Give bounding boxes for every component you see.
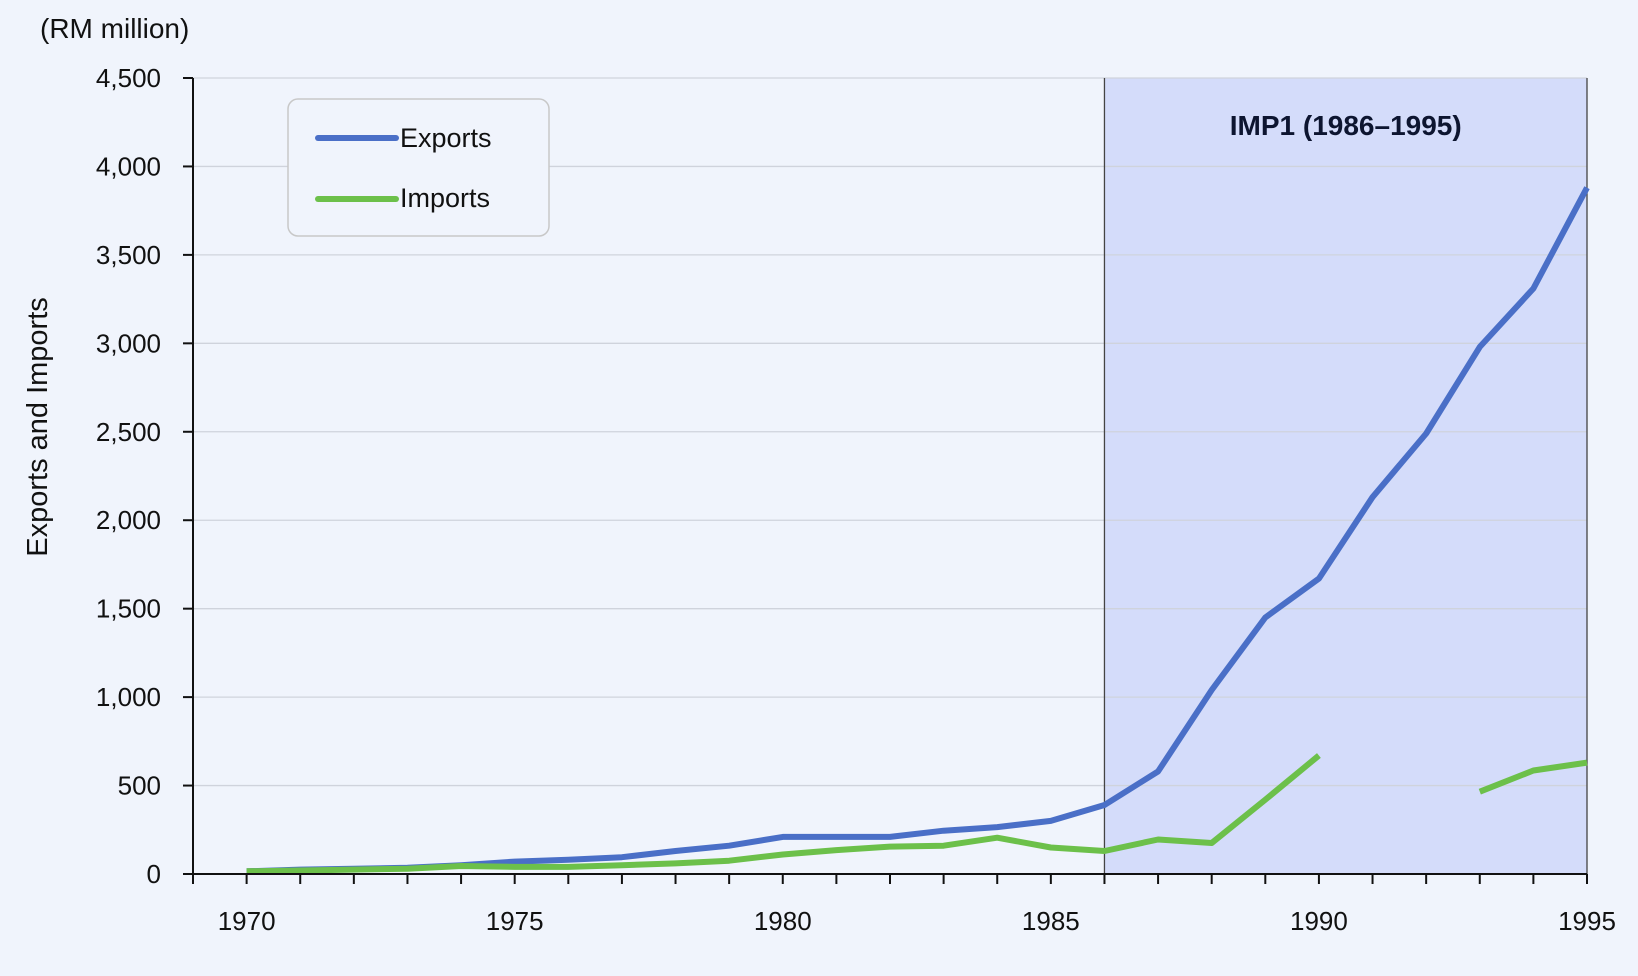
legend-label-imports: Imports [400,183,490,213]
axis-layer: 0 500 1,000 1,500 2,000 2,500 3,000 3,500 4,000 4… [96,63,1616,936]
unit-label: (RM million) [40,13,189,44]
series-line-imports-1 [246,753,1321,875]
legend: Exports Imports [287,98,550,237]
y-tick-label-4,500: 4,500 [96,63,161,93]
shaded-region-layer: IMP1 (1986–1995) [1104,78,1587,874]
x-tick-label-1980: 1980 [754,906,812,936]
y-axis-title: Exports and Imports [22,297,54,557]
y-tick-label-4,000: 4,000 [96,151,161,181]
x-tick-label-1975: 1975 [486,906,544,936]
series-layer [246,186,1590,875]
x-tick-label-1995: 1995 [1558,906,1616,936]
y-tick-label-0: 0 [147,859,161,889]
y-tick-label-3,000: 3,000 [96,328,161,358]
shaded-region [1104,78,1587,874]
x-tick-label-1985: 1985 [1022,906,1080,936]
y-tick-label-3,500: 3,500 [96,240,161,270]
x-tick-label-1970: 1970 [218,906,276,936]
series-line-imports-2 [1478,759,1588,795]
shaded-region-label: IMP1 (1986–1995) [1230,110,1462,141]
x-tick-label-1990: 1990 [1290,906,1348,936]
y-tick-label-500: 500 [118,771,161,801]
legend-label-exports: Exports [400,123,492,153]
y-tick-label-1,500: 1,500 [96,594,161,624]
y-tick-label-2,500: 2,500 [96,417,161,447]
y-tick-label-1,000: 1,000 [96,682,161,712]
y-tick-label-2,000: 2,000 [96,505,161,535]
legend-box [287,98,550,237]
